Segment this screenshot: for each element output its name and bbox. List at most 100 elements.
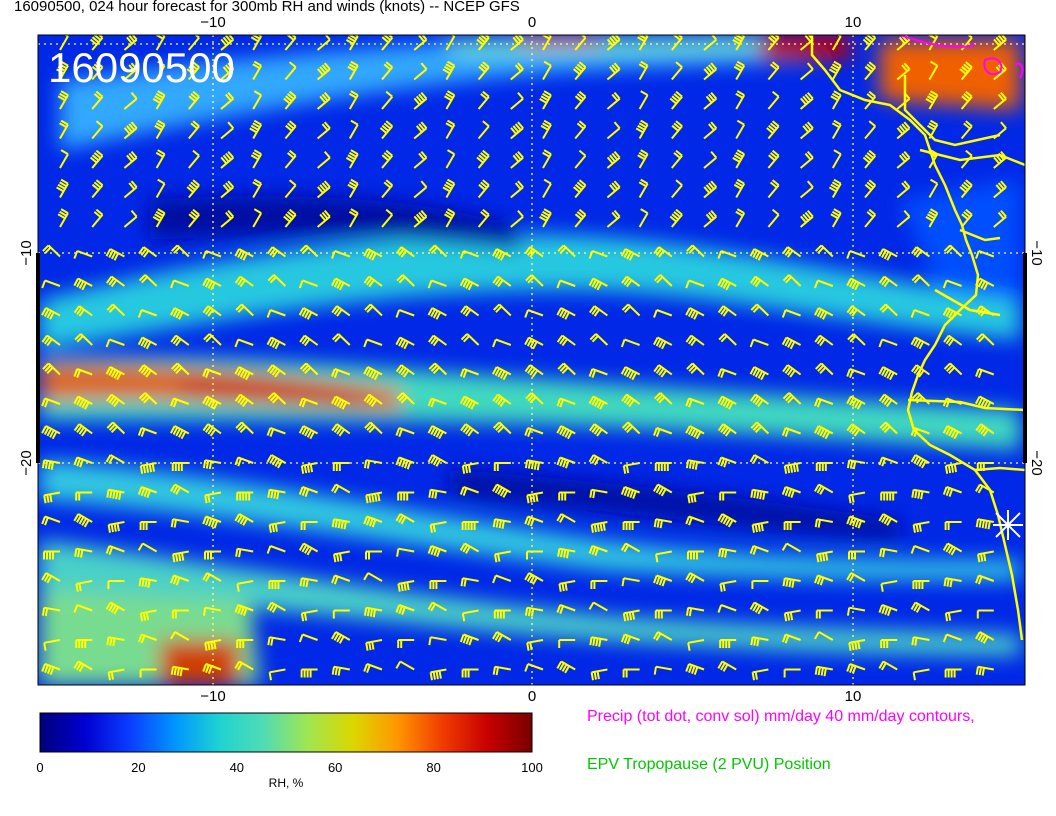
- wind-barb: [621, 577, 640, 587]
- wind-barb: [56, 60, 69, 80]
- wind-barb: [477, 179, 490, 199]
- wind-barb: [331, 574, 351, 585]
- colorbar-tick-labels: 0 20 40 60 80 100: [36, 760, 542, 775]
- wind-barb: [960, 120, 973, 140]
- wind-barb: [428, 636, 447, 646]
- wind-barb: [944, 668, 962, 678]
- wind-barb: [461, 668, 479, 678]
- wind-barb: [73, 423, 93, 437]
- wind-barb: [348, 90, 359, 110]
- wind-barb: [139, 609, 157, 622]
- wind-barb: [590, 521, 608, 533]
- wind-barb: [267, 274, 287, 287]
- wind-barb: [299, 244, 319, 258]
- wind-barb: [767, 61, 780, 81]
- wind-barb: [815, 462, 833, 471]
- wind-barb: [347, 178, 359, 198]
- wind-barb: [364, 421, 383, 435]
- wind-barb: [492, 393, 512, 407]
- wind-barb: [202, 250, 222, 259]
- wind-barb: [719, 580, 737, 592]
- wind-barb: [622, 521, 640, 530]
- wind-barb: [234, 275, 254, 288]
- wind-barb: [717, 305, 737, 317]
- wind-barb: [846, 368, 866, 378]
- wind-barb: [105, 366, 125, 381]
- wind-barb: [57, 208, 69, 228]
- wind-barb: [170, 425, 190, 440]
- wind-barb: [590, 580, 608, 589]
- wind-barb: [123, 180, 138, 199]
- wind-barb: [74, 547, 93, 558]
- wind-barb: [170, 665, 189, 677]
- wind-barb: [477, 61, 490, 81]
- wind-barb: [524, 336, 544, 350]
- wind-barb: [735, 90, 746, 110]
- wind-barb: [556, 307, 576, 320]
- wind-barb: [202, 395, 222, 410]
- wind-barb: [783, 668, 801, 678]
- wind-barb: [459, 250, 479, 259]
- wind-barb: [397, 639, 415, 648]
- wind-barb: [638, 90, 649, 110]
- wind-barb: [41, 307, 61, 320]
- wind-barb: [170, 631, 190, 641]
- wind-barb: [284, 120, 297, 140]
- wind-barb: [556, 279, 576, 289]
- wind-barb: [331, 250, 351, 259]
- wind-barb: [477, 120, 490, 140]
- wind-barb: [524, 427, 544, 437]
- wind-barb: [459, 395, 480, 410]
- wind-barb: [234, 513, 254, 526]
- wind-barb: [170, 518, 189, 528]
- wind-barb: [379, 120, 394, 140]
- wind-barb: [460, 333, 480, 346]
- wind-barb: [316, 150, 331, 169]
- wind-barb: [75, 580, 93, 592]
- wind-barb: [539, 90, 552, 110]
- wind-barb: [703, 180, 718, 199]
- wind-barb: [300, 609, 318, 622]
- wind-barb: [574, 120, 587, 140]
- wind-barb: [105, 545, 125, 555]
- wind-barb: [137, 542, 158, 553]
- wind-barb: [653, 336, 673, 350]
- wind-barb: [943, 334, 963, 347]
- wind-barb: [524, 459, 544, 471]
- wind-barb: [106, 636, 125, 647]
- wind-barb: [814, 518, 833, 528]
- wind-barb: [427, 454, 447, 467]
- wind-barb: [687, 550, 704, 560]
- storm-marker-icon: [993, 510, 1023, 540]
- wind-barb: [910, 601, 930, 613]
- colorbar-tick-label: 60: [328, 760, 342, 775]
- rh-hotspot-sw: [160, 640, 240, 685]
- wind-barb: [332, 462, 350, 471]
- wind-barb: [799, 91, 814, 110]
- wind-barb: [331, 368, 351, 378]
- wind-barb: [606, 150, 621, 169]
- wind-barb: [138, 577, 157, 588]
- wind-barb: [524, 663, 544, 672]
- wind-barb: [202, 277, 222, 291]
- wind-barb: [750, 421, 770, 435]
- wind-barb: [556, 425, 576, 440]
- wind-barb: [589, 333, 609, 346]
- wind-barb: [846, 305, 866, 317]
- wind-barb: [637, 149, 649, 169]
- wind-barb: [106, 303, 126, 317]
- wind-barb: [73, 277, 93, 291]
- wind-barb: [558, 491, 576, 501]
- wind-barb: [588, 305, 608, 317]
- wind-barb: [814, 362, 834, 376]
- wind-barb: [606, 180, 621, 199]
- precip-contours: [899, 35, 1024, 79]
- wind-barb: [75, 639, 93, 648]
- wind-barb: [137, 336, 158, 350]
- wind-barb: [846, 423, 866, 437]
- wind-barb: [896, 150, 911, 169]
- wind-barb: [975, 305, 995, 317]
- wind-barb: [107, 521, 125, 533]
- right-tick-label: −20: [1028, 450, 1045, 475]
- wind-barb: [622, 668, 640, 678]
